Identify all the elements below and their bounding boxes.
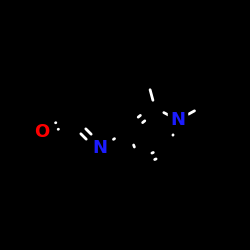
Text: O: O [34, 123, 50, 141]
Text: N: N [92, 139, 108, 157]
Text: N: N [170, 111, 186, 129]
